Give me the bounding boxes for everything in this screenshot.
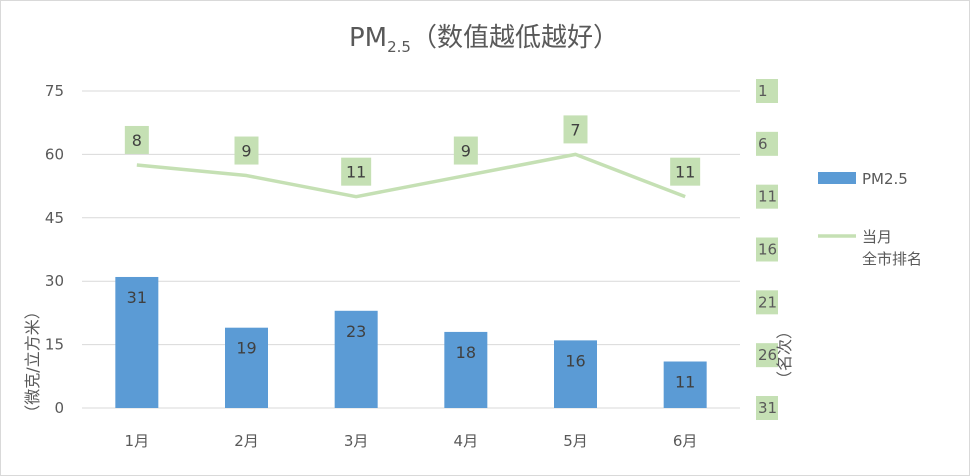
- bar: [115, 276, 159, 408]
- line-series: [136, 152, 686, 199]
- left-axis-tick-label: 30: [45, 272, 64, 290]
- right-axis-tick-label: 21: [758, 293, 777, 311]
- bar-data-label: 18: [456, 343, 476, 362]
- legend-label-line-2: 全市排名: [862, 250, 922, 268]
- right-axis-tick-label: 26: [758, 346, 777, 364]
- x-axis-tick-label: 2月: [234, 432, 259, 450]
- line-path: [136, 152, 686, 199]
- bar-data-label: 16: [565, 351, 585, 370]
- right-axis-tick-box: [756, 290, 778, 315]
- x-axis-tick-label: 1月: [125, 432, 150, 450]
- line-data-label-box: [670, 157, 701, 186]
- line-data-label: 11: [346, 163, 366, 182]
- right-axis-tick-label: 31: [758, 399, 777, 417]
- right-axis-tick-box: [756, 237, 778, 262]
- left-axis-tick-label: 15: [45, 336, 64, 354]
- bar-data-label: 19: [236, 339, 256, 358]
- bar: [554, 340, 597, 408]
- legend-swatch-bar: [818, 172, 856, 184]
- line-data-label-box: [124, 125, 149, 154]
- right-axis-title: （名次）: [775, 323, 794, 387]
- chart-title-subscript: 2.5: [387, 38, 411, 56]
- chart-title: PM2.5（数值越低越好）: [349, 23, 619, 56]
- bar: [663, 361, 707, 408]
- bar-series: [115, 276, 707, 408]
- bar-data-label: 31: [127, 288, 147, 307]
- right-axis-tick-box: [756, 131, 778, 156]
- line-data-label-box: [563, 115, 588, 144]
- line-data-label: 9: [241, 142, 251, 161]
- right-axis-tick-label: 11: [758, 188, 777, 206]
- line-data-label-box: [453, 136, 478, 165]
- right-axis-tick-label: 16: [758, 241, 777, 259]
- data-labels: 31 19 23 18 16 11 8 9 11 9 7 11: [124, 115, 701, 392]
- line-data-label: 7: [570, 120, 580, 139]
- chart-title-main: PM: [349, 23, 387, 53]
- right-axis-tick-label: 6: [758, 135, 768, 153]
- grid-lines: [82, 90, 740, 409]
- left-axis-tick-label: 75: [45, 82, 64, 100]
- line-data-label: 11: [675, 163, 695, 182]
- chart-title-suffix: （数值越低越好）: [411, 23, 619, 53]
- right-axis-tick-box: [756, 79, 778, 103]
- left-axis-tick-label: 45: [45, 209, 64, 227]
- line-data-label-box: [234, 136, 259, 165]
- right-axis-tick-box: [756, 396, 778, 420]
- x-axis-tick-label: 6月: [673, 432, 698, 450]
- bar-data-label: 23: [346, 322, 366, 341]
- right-axis-tick-label: 1: [758, 82, 768, 100]
- line-data-label: 9: [461, 142, 471, 161]
- bar-data-label: 11: [675, 373, 695, 392]
- legend-label-line-1: 当月: [862, 228, 892, 246]
- bar: [225, 327, 268, 408]
- line-data-label: 8: [132, 131, 142, 150]
- left-axis-tick-label: 0: [54, 399, 64, 417]
- left-axis-tick-label: 60: [45, 145, 64, 163]
- legend-label-bar: PM2.5: [862, 170, 908, 188]
- bar: [444, 331, 488, 408]
- left-axis-title: （微克/立方米）: [23, 303, 42, 420]
- right-axis-tick-box: [756, 184, 778, 209]
- bar: [334, 310, 378, 408]
- right-axis-tick-box: [756, 343, 778, 368]
- line-data-label-box: [341, 157, 372, 186]
- x-axis-tick-label: 4月: [454, 432, 479, 450]
- x-axis-tick-label: 5月: [563, 432, 588, 450]
- x-axis-tick-label: 3月: [344, 432, 369, 450]
